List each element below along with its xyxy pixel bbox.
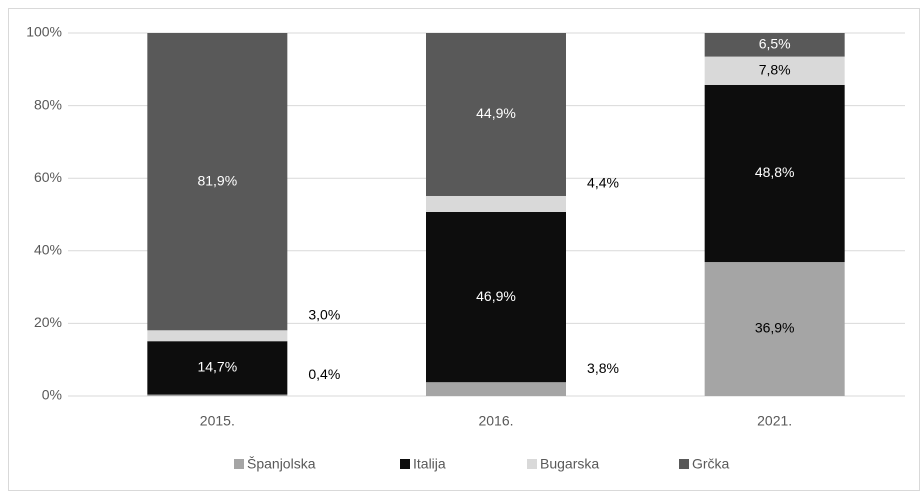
y-tick-label: 80% [34,96,62,112]
bar-segment [704,56,845,85]
legend-label: Grčka [692,456,730,472]
bar-segment [426,195,566,212]
x-tick-label: 2016. [478,413,513,429]
y-tick-label: 60% [34,169,62,185]
bar-segment [704,262,845,396]
bar-segment [147,33,288,331]
x-tick-label: 2015. [200,413,235,429]
data-label: 48,8% [755,164,795,180]
legend-label: Bugarska [540,456,599,472]
legend-swatch [234,459,244,469]
data-label: 14,7% [197,359,237,375]
legend-swatch [400,459,410,469]
bar-segment [147,394,288,396]
y-tick-label: 0% [42,387,62,403]
data-label: 46,9% [476,288,516,304]
legend-swatch [679,459,689,469]
y-tick-label: 20% [34,314,62,330]
bar-segment [426,211,566,383]
data-label: 3,8% [587,360,619,376]
y-tick-label: 100% [26,24,62,40]
legend-label: Španjolska [247,456,316,472]
legend-swatch [527,459,537,469]
data-label: 44,9% [476,105,516,121]
data-label: 81,9% [197,172,237,188]
data-label: 0,4% [308,366,340,382]
bar-segment [426,33,566,196]
bar-segment [147,341,288,395]
data-label: 7,8% [759,61,791,77]
bar-segment [704,84,845,263]
bar-segment [147,330,288,342]
data-label: 3,0% [308,306,340,322]
legend-label: Italija [413,456,446,472]
x-tick-label: 2021. [757,413,792,429]
bar-segment [426,382,566,396]
y-tick-label: 40% [34,242,62,258]
data-label: 6,5% [759,36,791,52]
bar-segment [704,33,845,57]
data-label: 4,4% [587,175,619,191]
data-label: 36,9% [755,320,795,336]
